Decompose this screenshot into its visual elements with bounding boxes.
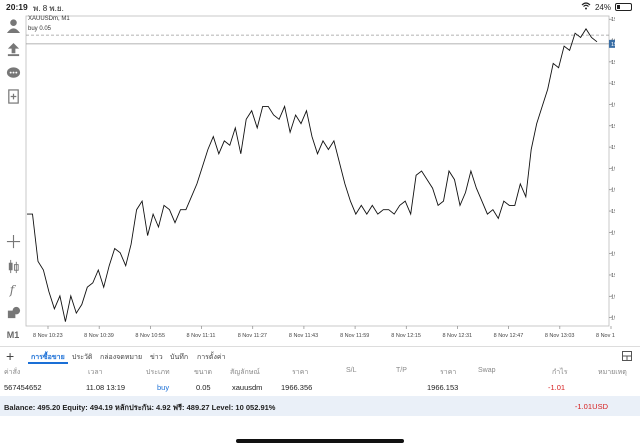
table-row[interactable]: 567454652 11.08 13:19 buy 0.05 xauusdm 1… bbox=[0, 381, 640, 395]
plot-frame bbox=[25, 15, 610, 327]
y-tick-label: 1965.240 bbox=[611, 81, 615, 87]
y-tick-label: 1962.270 bbox=[611, 209, 615, 215]
x-tick-label: 8 Nov 12:31 bbox=[442, 333, 472, 339]
balance-row: Balance: 495.20 Equity: 494.19 หลักประกั… bbox=[0, 396, 640, 416]
svg-text:f: f bbox=[8, 283, 16, 297]
y-tick-label: 1959.795 bbox=[611, 316, 615, 322]
crosshair-icon[interactable] bbox=[4, 232, 22, 250]
header-tp: T/P bbox=[396, 367, 407, 374]
tab-mailbox[interactable]: กล่องจดหมาย bbox=[100, 354, 143, 361]
y-tick-label: 1961.775 bbox=[611, 230, 615, 236]
layout-icon[interactable] bbox=[622, 351, 632, 361]
header-time: เวลา bbox=[88, 369, 103, 376]
y-tick-label: 1964.250 bbox=[611, 124, 615, 130]
table-header: ค่าสั่ง เวลา ประเภท ขนาด สัญลักษณ์ ราคา … bbox=[0, 365, 640, 379]
header-open-price: ราคา bbox=[292, 369, 309, 376]
status-bar: 20:19 พ. 8 พ.ย. 24% bbox=[0, 0, 640, 14]
order-open-price: 1966.356 bbox=[281, 383, 313, 392]
y-tick-label: 1963.755 bbox=[611, 145, 615, 151]
x-tick-label: 8 Nov 11:27 bbox=[238, 333, 267, 339]
currency: USD bbox=[592, 402, 608, 411]
order-type: buy bbox=[157, 383, 170, 392]
battery-percent: 24% bbox=[594, 2, 611, 12]
y-tick-label: 1965.735 bbox=[611, 60, 615, 66]
y-tick-label: 1960.785 bbox=[611, 273, 615, 279]
order-symbol: xauusdm bbox=[232, 383, 263, 392]
header-swap: Swap bbox=[478, 367, 496, 374]
tab-news[interactable]: ข่าว bbox=[150, 354, 163, 361]
x-tick-label: 8 Nov 10:55 bbox=[135, 333, 165, 339]
total-profit: -1.01 bbox=[574, 402, 592, 411]
add-button[interactable]: + bbox=[6, 348, 15, 364]
home-indicator bbox=[236, 439, 404, 443]
x-tick-label: 8 Nov 10:39 bbox=[84, 333, 114, 339]
x-tick-label: 8 Nov 12:15 bbox=[391, 333, 421, 339]
header-type: ประเภท bbox=[146, 369, 170, 376]
current-price-label: 1966.153 bbox=[611, 42, 615, 48]
document-icon[interactable] bbox=[4, 87, 22, 105]
balance-summary: Balance: 495.20 Equity: 494.19 หลักประกั… bbox=[4, 403, 276, 412]
order-profit: -1.01 bbox=[548, 383, 566, 392]
y-tick-label: 1960.290 bbox=[611, 294, 615, 300]
y-tick-label: 1962.765 bbox=[611, 188, 615, 194]
order-current-price: 1966.153 bbox=[427, 383, 459, 392]
header-volume: ขนาด bbox=[194, 369, 213, 376]
x-tick-label: 8 Nov 11:59 bbox=[340, 333, 369, 339]
header-profit: กำไร bbox=[552, 369, 568, 376]
status-date: พ. 8 พ.ย. bbox=[33, 4, 64, 13]
y-tick-label: 1966.725 bbox=[611, 17, 615, 23]
order-id: 567454652 bbox=[4, 383, 42, 392]
timeframe-label[interactable]: M1 bbox=[6, 330, 20, 340]
tab-settings[interactable]: การตั้งค่า bbox=[197, 354, 226, 361]
active-tab-indicator bbox=[28, 362, 68, 364]
symbol-label: XAUUSDm, M1 bbox=[28, 16, 70, 22]
price-series-line bbox=[27, 28, 598, 322]
status-right: 24% bbox=[581, 2, 632, 12]
x-tick-label: 8 Nov 13:19 bbox=[596, 333, 615, 339]
order-time: 11.08 13:19 bbox=[86, 383, 126, 392]
function-icon[interactable]: f bbox=[4, 280, 22, 298]
order-volume: 0.05 bbox=[196, 383, 211, 392]
user-icon[interactable] bbox=[4, 16, 22, 34]
chart-area[interactable]: 1966.7251966.2301965.7351965.2401964.745… bbox=[25, 14, 615, 346]
header-order: ค่าสั่ง bbox=[4, 369, 21, 376]
x-tick-label: 8 Nov 13:03 bbox=[545, 333, 575, 339]
y-tick-label: 1961.280 bbox=[611, 252, 615, 258]
tab-journal[interactable]: บันทึก bbox=[170, 354, 189, 361]
status-time: 20:19 bbox=[6, 2, 28, 12]
order-label: buy 0.05 bbox=[28, 26, 52, 32]
chat-icon[interactable] bbox=[4, 64, 22, 82]
price-chart[interactable]: 1966.7251966.2301965.7351965.2401964.745… bbox=[25, 14, 615, 346]
header-symbol: สัญลักษณ์ bbox=[230, 369, 260, 376]
x-tick-label: 8 Nov 11:11 bbox=[187, 333, 216, 339]
x-tick-label: 8 Nov 12:47 bbox=[494, 333, 524, 339]
objects-icon[interactable] bbox=[4, 303, 22, 321]
tabs-bar: + การซื้อขาย ประวัติ กล่องจดหมาย ข่าว บั… bbox=[0, 346, 640, 364]
x-tick-label: 8 Nov 11:43 bbox=[289, 333, 318, 339]
candlestick-icon[interactable] bbox=[4, 257, 22, 275]
tab-history[interactable]: ประวัติ bbox=[72, 354, 93, 361]
wifi-icon bbox=[581, 2, 591, 12]
left-toolbar: f M1 bbox=[0, 14, 24, 346]
y-tick-label: 1963.260 bbox=[611, 166, 615, 172]
header-current-price: ราคา bbox=[440, 369, 457, 376]
battery-icon bbox=[615, 3, 632, 11]
header-sl: S/L bbox=[346, 367, 357, 374]
header-comment: หมายเหตุ bbox=[598, 369, 627, 376]
y-tick-label: 1964.745 bbox=[611, 102, 615, 108]
x-tick-label: 8 Nov 10:23 bbox=[33, 333, 63, 339]
share-icon[interactable] bbox=[4, 40, 22, 58]
current-price-tag bbox=[609, 39, 615, 48]
tab-trade[interactable]: การซื้อขาย bbox=[31, 354, 65, 361]
